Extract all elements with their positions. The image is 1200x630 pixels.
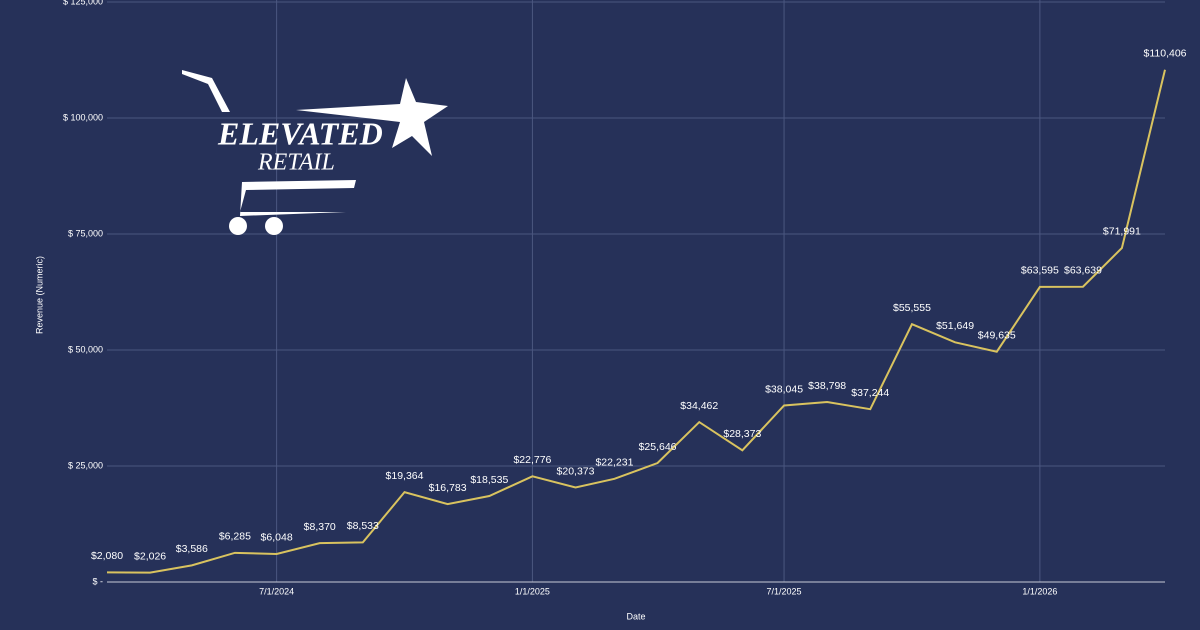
- data-label: $63,595: [1021, 265, 1059, 277]
- data-label: $20,373: [557, 465, 595, 477]
- line: [106, 69, 1166, 574]
- data-label: $6,285: [219, 531, 251, 543]
- cart-handle: [182, 70, 230, 112]
- data-label: $22,231: [595, 457, 633, 469]
- y-tick-label: $ 125,000: [63, 0, 103, 6]
- plot: $ - $ 25,000 $ 50,000 $ 75,000 $ 100,000 $ 12…: [63, 0, 1187, 596]
- data-label: $3,586: [176, 543, 208, 555]
- x-tick-label: 7/1/2024: [259, 586, 294, 596]
- x-tick-label: 1/1/2026: [1022, 586, 1057, 596]
- data-label: $2,026: [134, 550, 166, 562]
- data-label: $8,533: [347, 520, 379, 532]
- data-label: $19,364: [386, 470, 424, 482]
- cart-wheel: [265, 217, 283, 235]
- data-label: $71,991: [1103, 226, 1141, 238]
- data-label: $2,080: [91, 550, 123, 562]
- data-label: $38,045: [765, 383, 803, 395]
- y-axis-title: Revenue (Numeric): [34, 256, 44, 334]
- data-label: $55,555: [893, 302, 931, 314]
- data-label: $16,783: [429, 482, 467, 494]
- data-label: $25,646: [639, 441, 677, 453]
- data-label: $18,535: [470, 474, 508, 486]
- x-axis-title: Date: [626, 611, 645, 621]
- y-tick-label: $ 100,000: [63, 112, 103, 122]
- y-tick-label: $ 50,000: [68, 344, 103, 354]
- logo-title: ELEVATED: [217, 115, 383, 151]
- data-label: $38,798: [808, 380, 846, 392]
- data-label: $22,776: [513, 454, 551, 466]
- logo: ELEVATED RETAIL: [182, 70, 448, 235]
- cart-wheel: [229, 217, 247, 235]
- data-label: $51,649: [936, 320, 974, 332]
- data-label: $6,048: [261, 532, 293, 544]
- y-tick-label: $ -: [92, 576, 103, 586]
- data-label: $110,406: [1143, 47, 1186, 59]
- y-tick-label: $ 25,000: [68, 460, 103, 470]
- data-label: $49,635: [978, 329, 1016, 341]
- logo-subtitle: RETAIL: [257, 150, 335, 176]
- x-tick-label: 1/1/2025: [515, 586, 550, 596]
- data-label: $37,244: [851, 387, 889, 399]
- y-tick-label: $ 75,000: [68, 228, 103, 238]
- data-label: $63,639: [1064, 264, 1102, 276]
- cart-body: [240, 180, 356, 216]
- x-tick-label: 7/1/2025: [767, 586, 802, 596]
- data-label: $28,373: [723, 428, 761, 440]
- data-label: $8,370: [304, 521, 336, 533]
- logo-star: [296, 78, 448, 156]
- data-label: $34,462: [680, 400, 718, 412]
